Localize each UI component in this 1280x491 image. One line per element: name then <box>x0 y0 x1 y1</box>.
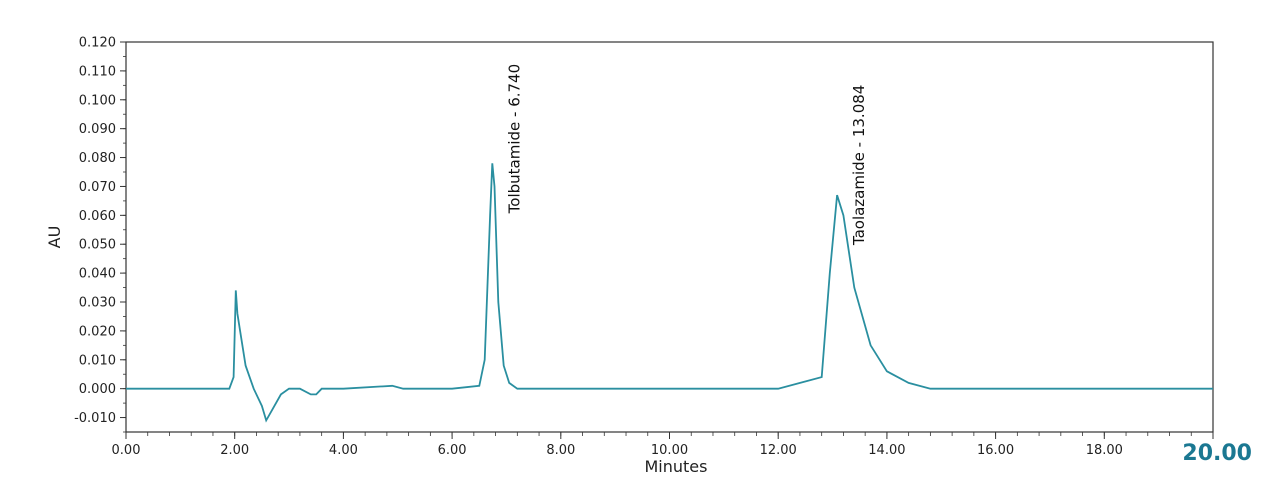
x-tick-label: 0.00 <box>112 443 141 458</box>
y-tick-label: 0.030 <box>79 296 116 311</box>
x-tick-label: 12.00 <box>760 443 797 458</box>
x-tick-label: 10.00 <box>651 443 688 458</box>
x-tick-label: 2.00 <box>220 443 249 458</box>
x-axis-end-label: 20.00 <box>1182 441 1252 466</box>
x-tick-label: 16.00 <box>977 443 1014 458</box>
y-tick-label: 0.110 <box>79 64 116 79</box>
chromatogram-line <box>126 163 1213 420</box>
x-tick-label: 14.00 <box>868 443 905 458</box>
y-axis-ticks: -0.010 0.000 0.010 0.020 0.030 0.040 0.050 0.06… <box>74 36 126 433</box>
y-tick-label: 0.020 <box>79 324 116 339</box>
y-tick-label: 0.120 <box>79 36 116 51</box>
x-axis-ticks: 0.00 2.00 4.00 6.00 8.00 10.00 12.00 14.00 16.00… <box>112 432 1213 458</box>
y-tick-label: 0.050 <box>79 238 116 253</box>
peak-label: Taolazamide - 13.084 <box>850 85 868 246</box>
y-tick-label: -0.010 <box>74 411 116 426</box>
x-tick-label: 4.00 <box>329 443 358 458</box>
y-tick-label: 0.070 <box>79 180 116 195</box>
y-tick-label: 0.000 <box>79 382 116 397</box>
y-tick-label: 0.060 <box>79 209 116 224</box>
x-tick-label: 18.00 <box>1086 443 1123 458</box>
y-tick-label: 0.010 <box>79 353 116 368</box>
x-tick-label: 8.00 <box>546 443 575 458</box>
y-tick-label: 0.040 <box>79 267 116 282</box>
plot-frame <box>126 42 1213 432</box>
y-axis-label: AU <box>45 226 64 249</box>
peak-annotations: Tolbutamide - 6.740 Taolazamide - 13.084 <box>505 64 868 246</box>
x-tick-label: 6.00 <box>438 443 467 458</box>
x-axis-label: Minutes <box>645 457 708 476</box>
y-tick-label: 0.100 <box>79 93 116 108</box>
y-tick-label: 0.080 <box>79 151 116 166</box>
y-tick-label: 0.090 <box>79 122 116 137</box>
peak-label: Tolbutamide - 6.740 <box>505 64 523 214</box>
